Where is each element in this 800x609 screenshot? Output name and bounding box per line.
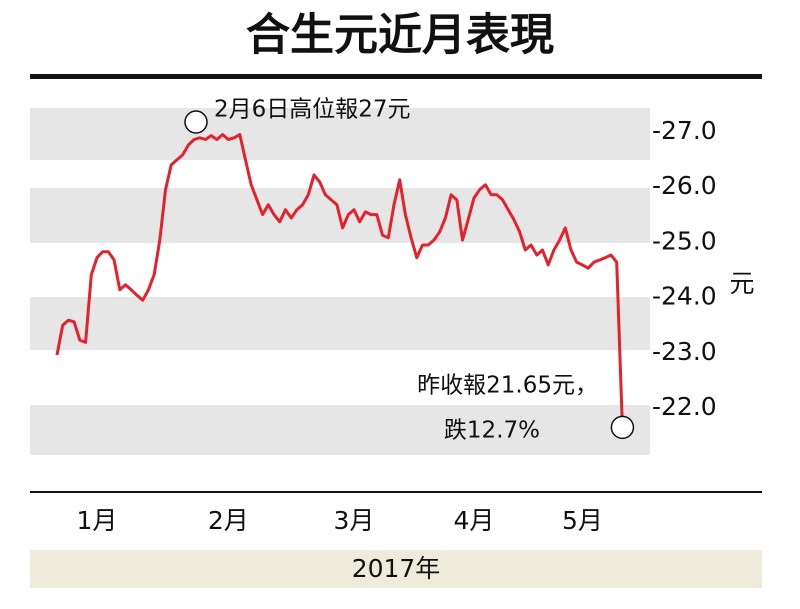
band [30,108,650,160]
x-axis-label: 2017年 [352,554,441,583]
annotation: 2月6日高位報27元 [214,97,411,123]
y-tick-label: -22.0 [652,392,717,421]
high-marker [184,110,208,134]
y-tick-label: -27.0 [652,116,717,145]
y-tick-label: -26.0 [652,171,717,200]
annotation: 跌12.7% [444,418,540,444]
x-axis [30,491,762,493]
x-tick-label: 4月 [453,506,494,535]
x-tick-label: 3月 [334,506,375,535]
price-line [55,133,624,428]
x-tick-label: 1月 [77,506,118,535]
band [30,405,650,455]
y-tick-label: -25.0 [652,226,717,255]
chart-title: 合生元近月表現 [246,10,554,61]
annotation: 昨收報21.65元， [417,373,598,399]
x-tick-label: 2月 [208,506,249,535]
y-tick-label: -24.0 [652,282,717,311]
y-unit: 元 [729,269,754,298]
y-tick-label: -23.0 [652,337,717,366]
title-rule [30,74,762,79]
year-band [30,550,762,588]
band [30,297,650,350]
bands [30,108,650,455]
x-tick-label: 5月 [562,506,603,535]
last-marker [610,415,635,440]
